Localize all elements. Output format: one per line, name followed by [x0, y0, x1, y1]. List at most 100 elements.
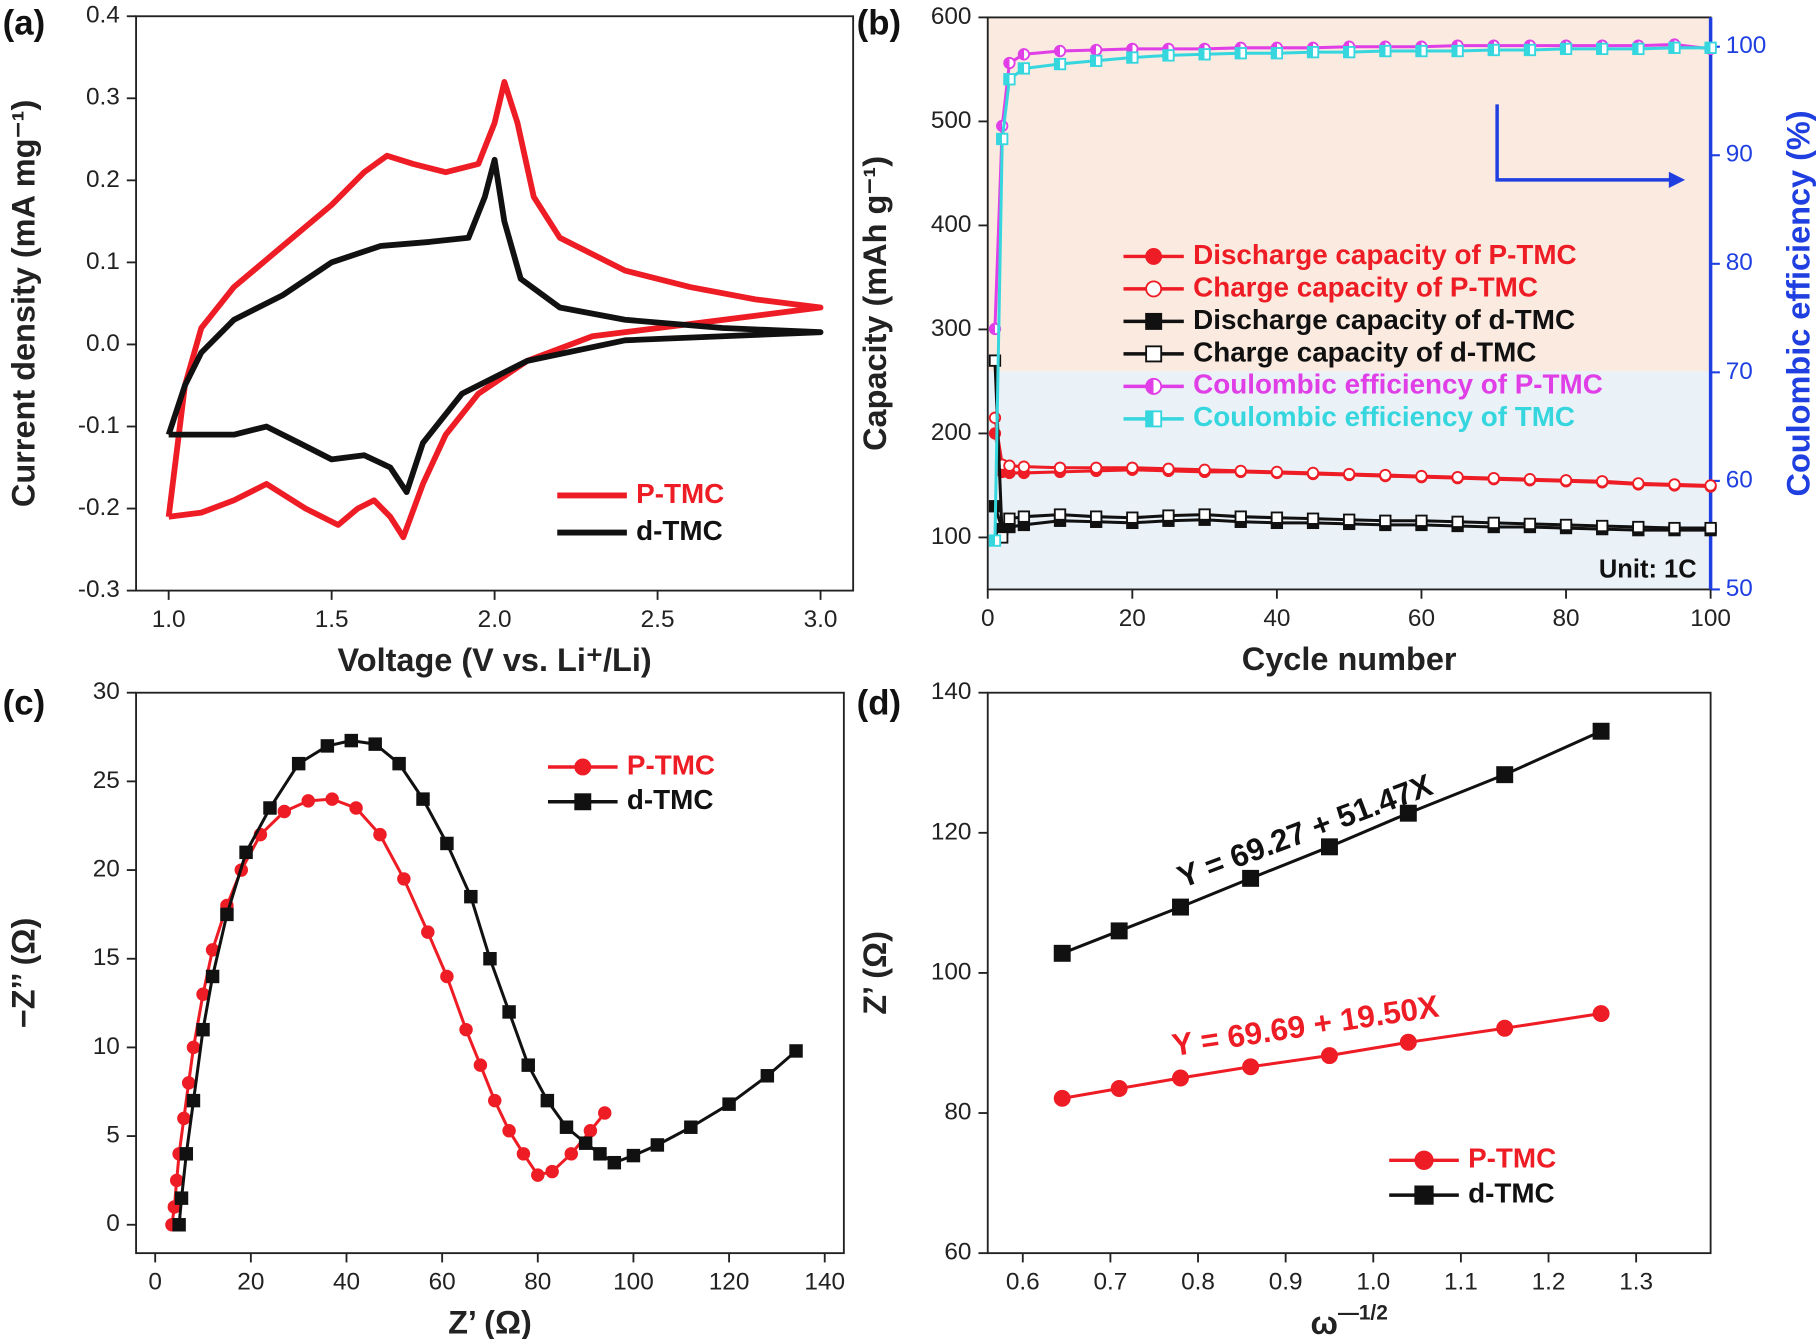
marker	[545, 1164, 559, 1179]
y-tick-label: 60	[944, 1239, 971, 1266]
legend-label: P-TMC	[636, 478, 724, 509]
marker	[1053, 944, 1071, 962]
marker	[373, 827, 387, 842]
marker	[196, 1022, 210, 1037]
marker	[1415, 514, 1428, 527]
marker	[1090, 510, 1103, 523]
marker	[1126, 51, 1139, 64]
marker	[607, 1155, 622, 1170]
y-tick-label: 200	[931, 419, 972, 446]
series-line	[1061, 1012, 1602, 1100]
y-tick-label: -0.3	[78, 576, 120, 603]
marker	[1496, 1019, 1514, 1037]
marker	[1145, 312, 1163, 330]
x-tick-label: 1.1	[1444, 1269, 1478, 1296]
marker	[1632, 42, 1645, 56]
legend-label: Coulombic efficiency of TMC	[1193, 401, 1575, 432]
x-axis-label: Voltage (V vs. Li⁺/Li)	[337, 642, 651, 678]
marker	[1003, 512, 1016, 525]
marker	[349, 801, 363, 815]
marker	[1379, 514, 1392, 527]
marker	[1162, 509, 1175, 522]
marker	[593, 1147, 607, 1161]
marker	[1053, 508, 1067, 521]
marker	[1379, 44, 1392, 58]
marker	[186, 1093, 201, 1108]
y2-tick-label: 100	[1726, 32, 1767, 59]
y-tick-label: -0.1	[78, 412, 120, 439]
x-tick-label: 100	[1690, 605, 1731, 632]
marker	[559, 1120, 574, 1134]
background-band	[987, 17, 1711, 372]
legend-label: Coulombic efficiency of P-TMC	[1193, 369, 1603, 400]
marker	[1003, 56, 1016, 70]
marker	[1270, 465, 1284, 479]
legend-label: d-TMC	[636, 515, 723, 546]
annotation: Unit: 1C	[1599, 556, 1697, 584]
marker	[1172, 898, 1189, 916]
x-tick-label: 20	[237, 1269, 264, 1296]
panel-label: (b)	[857, 4, 901, 43]
marker	[1596, 42, 1609, 56]
panel-label: (c)	[3, 684, 46, 723]
marker	[277, 804, 292, 819]
marker	[1053, 44, 1067, 58]
marker	[1399, 804, 1417, 822]
annotation: Y = 69.27 + 51.47X	[1173, 767, 1437, 895]
legend-label: Charge capacity of d-TMC	[1193, 336, 1536, 367]
x-tick-label: 40	[1263, 605, 1290, 632]
marker	[1145, 280, 1163, 298]
marker	[397, 872, 411, 886]
marker	[1017, 460, 1031, 473]
marker	[1343, 467, 1356, 481]
marker	[574, 793, 592, 811]
marker	[1198, 508, 1211, 521]
marker	[1487, 516, 1500, 530]
marker	[196, 987, 210, 1001]
x-tick-label: 2.0	[478, 606, 512, 633]
x-tick-label: 1.0	[1356, 1269, 1390, 1296]
y-tick-label: 10	[93, 1033, 120, 1060]
marker	[1704, 479, 1717, 492]
marker	[583, 1124, 598, 1138]
marker	[1017, 48, 1031, 61]
marker	[521, 1058, 535, 1072]
legend-label: d-TMC	[627, 784, 714, 815]
y-tick-label: 20	[93, 855, 120, 882]
y-tick-label: 0.2	[86, 166, 120, 193]
marker	[988, 534, 1002, 547]
marker	[1090, 461, 1103, 474]
marker	[1053, 57, 1067, 71]
marker	[301, 794, 315, 808]
marker	[502, 1124, 516, 1138]
marker	[344, 733, 359, 748]
y-tick-label: 600	[931, 3, 972, 30]
marker	[1053, 1089, 1071, 1107]
marker	[1523, 43, 1537, 57]
marker	[239, 845, 253, 860]
marker	[722, 1097, 736, 1111]
y-tick-label: 300	[931, 315, 972, 342]
marker	[1145, 247, 1163, 265]
marker	[1559, 518, 1573, 532]
y-axis-label: Z’ (Ω)	[857, 931, 893, 1015]
marker	[263, 801, 277, 815]
y-tick-label: 120	[931, 818, 972, 845]
marker	[1487, 43, 1500, 57]
y-tick-label: 0.1	[86, 248, 120, 275]
marker	[220, 907, 234, 922]
y2-axis-label: Coulombic efficiency (%)	[1781, 110, 1817, 496]
x-tick-label: 0	[148, 1269, 162, 1296]
y-tick-label: 0.4	[86, 2, 120, 29]
marker	[1306, 512, 1320, 525]
legend-label: d-TMC	[1468, 1177, 1555, 1208]
marker	[1234, 510, 1247, 523]
marker	[1415, 44, 1428, 58]
marker	[368, 737, 382, 751]
x-tick-label: 80	[1552, 605, 1579, 632]
marker	[1126, 461, 1139, 474]
x-tick-label: 0	[981, 605, 995, 632]
marker	[1451, 515, 1464, 528]
marker	[1559, 474, 1573, 487]
marker	[531, 1168, 545, 1182]
